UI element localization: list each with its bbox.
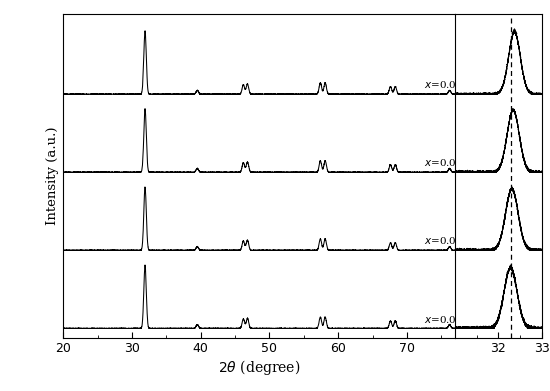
Text: $x$=0.01: $x$=0.01 [424,314,463,325]
Text: $x$=0.05: $x$=0.05 [424,158,464,169]
X-axis label: $2\theta$ (degree): $2\theta$ (degree) [218,358,300,377]
Text: $x$=0.07: $x$=0.07 [424,79,464,90]
Text: $x$=0.03: $x$=0.03 [424,235,464,246]
Y-axis label: Intensity (a.u.): Intensity (a.u.) [46,127,59,225]
